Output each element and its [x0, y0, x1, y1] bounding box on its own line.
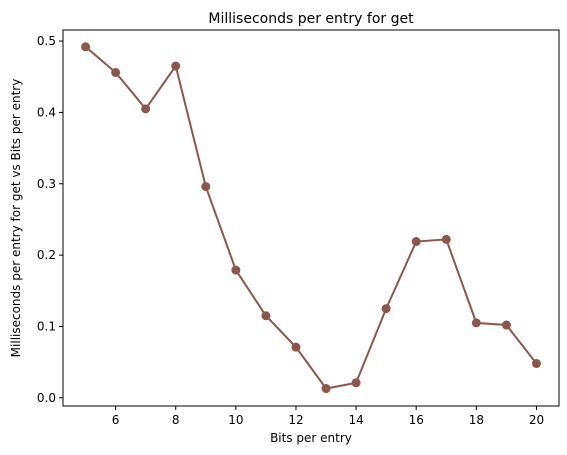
x-tick-label: 20 — [529, 413, 544, 427]
x-tick-label: 6 — [112, 413, 120, 427]
data-point — [412, 237, 421, 246]
data-point — [171, 62, 180, 71]
data-point — [111, 68, 120, 77]
axis-ticks: 6 8 10 12 14 16 18 20 0.0 0.1 0.2 0.3 0.4 0.5 — [37, 34, 544, 427]
y-tick-label: 0.3 — [37, 177, 56, 191]
data-point — [231, 266, 240, 275]
data-point — [442, 235, 451, 244]
chart-title: Milliseconds per entry for get — [208, 11, 414, 27]
y-tick-label: 0.0 — [37, 391, 56, 405]
data-point — [291, 343, 300, 352]
x-tick-label: 10 — [228, 413, 243, 427]
x-axis-label: Bits per entry — [270, 431, 352, 445]
y-tick-label: 0.2 — [37, 248, 56, 262]
series-line — [86, 47, 537, 389]
x-tick-label: 18 — [469, 413, 484, 427]
y-tick-label: 0.1 — [37, 319, 56, 333]
data-point — [532, 359, 541, 368]
data-point — [261, 311, 270, 320]
y-tick-label: 0.5 — [37, 34, 56, 48]
data-point — [201, 182, 210, 191]
x-tick-label: 16 — [409, 413, 424, 427]
data-point — [322, 384, 331, 393]
x-tick-label: 12 — [288, 413, 303, 427]
series-layer — [81, 42, 541, 393]
data-point — [352, 378, 361, 387]
x-tick-label: 14 — [348, 413, 363, 427]
y-tick-label: 0.4 — [37, 105, 56, 119]
data-point — [472, 318, 481, 327]
data-point — [81, 42, 90, 51]
data-point — [382, 304, 391, 313]
data-point — [141, 104, 150, 113]
x-tick-label: 8 — [172, 413, 180, 427]
data-point — [502, 321, 511, 330]
plot-frame — [63, 30, 559, 406]
y-axis-label: Milliseconds per entry for get vs Bits p… — [9, 79, 23, 358]
